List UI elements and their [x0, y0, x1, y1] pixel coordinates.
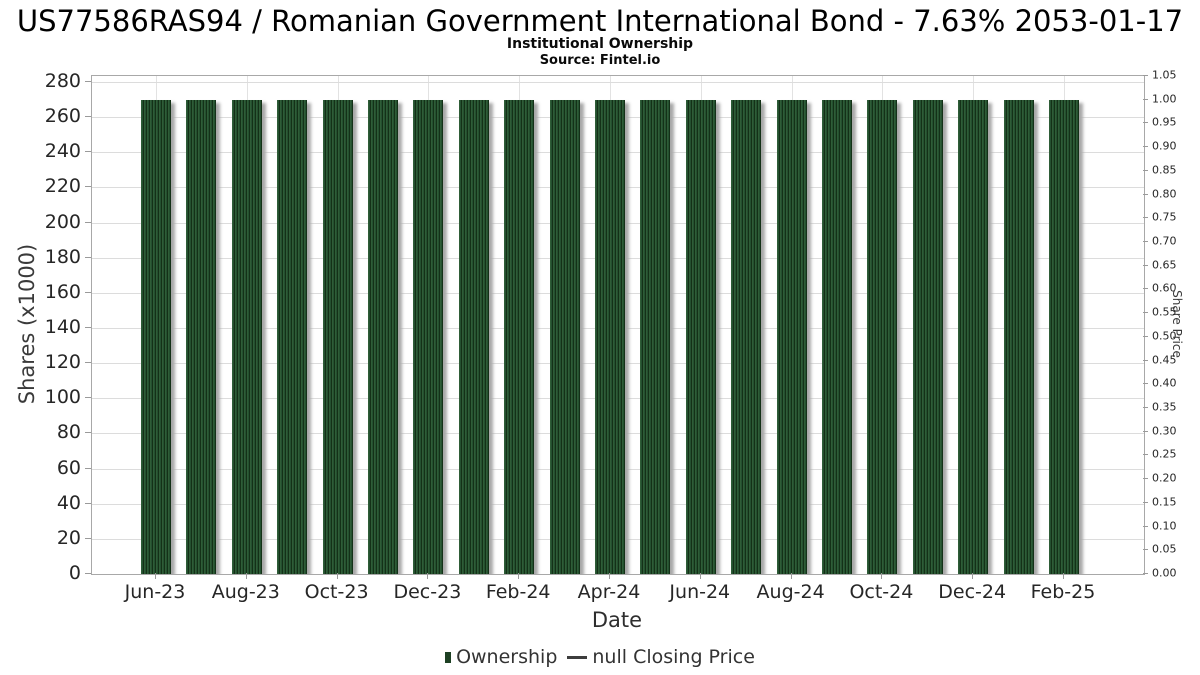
y-left-tick-label: 220 — [44, 175, 81, 198]
ownership-bar[interactable] — [731, 99, 762, 574]
y-right-tick-label: 0.65 — [1152, 258, 1177, 272]
y-right-tick-label: 0.75 — [1152, 210, 1177, 224]
y-right-tick-label: 0.85 — [1152, 163, 1177, 177]
y-left-tick-label: 280 — [44, 70, 81, 92]
legend-label: Ownership — [456, 646, 558, 668]
x-tick-label: Oct-24 — [849, 581, 914, 603]
legend-item-ownership[interactable]: Ownership — [445, 646, 557, 668]
legend: Ownership null Closing Price — [0, 646, 1200, 668]
y-left-tick-label: 140 — [44, 316, 81, 338]
ownership-bar[interactable] — [186, 99, 217, 574]
y-axis-title-left: Shares (x1000) — [15, 243, 39, 405]
x-tick-label: Oct-23 — [304, 581, 369, 603]
x-tick-label: Feb-24 — [485, 581, 551, 603]
ownership-bar[interactable] — [322, 99, 353, 574]
x-tick-label: Dec-24 — [938, 581, 1007, 603]
y-right-tick-label: 1.00 — [1152, 92, 1177, 106]
ownership-bar[interactable] — [776, 99, 807, 574]
ownership-bar[interactable] — [277, 99, 308, 574]
legend-label: null Closing Price — [592, 646, 755, 668]
y-right-tick-label: 0.40 — [1152, 376, 1177, 390]
ownership-bar[interactable] — [822, 99, 852, 574]
x-tick-label: Aug-23 — [211, 581, 280, 603]
ownership-bar[interactable] — [231, 99, 262, 574]
legend-line-marker — [567, 655, 588, 659]
y-left-tick-label: 0 — [68, 562, 81, 584]
y-left-tick-label: 240 — [44, 140, 81, 163]
legend-square-marker — [445, 651, 452, 663]
horizontal-gridline — [92, 82, 1144, 83]
x-tick-label: Feb-25 — [1030, 581, 1096, 603]
y-right-tick-label: 0.70 — [1152, 234, 1177, 248]
y-left-tick-label: 60 — [56, 456, 81, 479]
ownership-bar[interactable] — [912, 99, 943, 574]
y-right-tick-label: 0.10 — [1152, 519, 1177, 533]
ownership-bar[interactable] — [141, 99, 171, 574]
plot-area — [91, 75, 1145, 575]
chart-title: US77586RAS94 / Romanian Government Inter… — [16, 4, 1184, 38]
chart-subtitle: Institutional Ownership — [506, 36, 694, 52]
y-right-tick-label: 0.25 — [1152, 447, 1177, 461]
y-left-tick-label: 20 — [56, 526, 81, 549]
x-tick-label: Apr-24 — [577, 581, 641, 603]
x-tick-label: Aug-24 — [756, 581, 825, 603]
y-right-tick-label: 0.95 — [1152, 115, 1177, 129]
y-left-tick-label: 80 — [56, 421, 81, 444]
ownership-bar[interactable] — [549, 99, 580, 574]
y-right-tick-label: 0.90 — [1152, 139, 1177, 153]
ownership-bar[interactable] — [958, 99, 989, 574]
x-tick-label: Dec-23 — [393, 581, 462, 603]
y-right-tick-label: 0.80 — [1152, 187, 1177, 201]
y-right-tick-label: 0.15 — [1152, 495, 1177, 509]
y-left-tick-label: 40 — [56, 491, 81, 514]
ownership-bar[interactable] — [1049, 99, 1079, 574]
y-left-tick-label: 160 — [44, 280, 81, 303]
ownership-bar[interactable] — [867, 99, 898, 574]
y-left-tick-label: 200 — [44, 210, 81, 233]
ownership-bar[interactable] — [413, 99, 444, 574]
legend-item-null-closing-price[interactable]: null Closing Price — [567, 646, 755, 668]
y-right-tick-label: 0.20 — [1152, 471, 1177, 485]
y-right-tick-label: 0.35 — [1152, 400, 1177, 414]
ownership-bar[interactable] — [458, 99, 489, 574]
y-left-tick-label: 180 — [44, 245, 81, 268]
y-right-tick-label: 1.05 — [1152, 68, 1177, 82]
ownership-bar[interactable] — [504, 99, 535, 574]
y-left-tick-label: 120 — [44, 351, 81, 374]
y-right-tick-label: 0.30 — [1152, 424, 1177, 438]
x-tick-label: Jun-23 — [124, 581, 186, 603]
x-tick-label: Jun-24 — [669, 581, 731, 603]
y-left-tick-label: 260 — [44, 105, 81, 128]
ownership-bar[interactable] — [1003, 99, 1034, 574]
ownership-bar[interactable] — [368, 99, 398, 574]
chart-source: Source: Fintel.io — [539, 53, 661, 68]
y-right-tick-label: 0.05 — [1152, 542, 1177, 556]
y-left-tick-label: 100 — [44, 386, 81, 409]
y-axis-title-right: Share Price — [1170, 290, 1184, 358]
ownership-bar[interactable] — [595, 99, 625, 574]
ownership-bar[interactable] — [685, 99, 716, 574]
ownership-bar[interactable] — [640, 99, 671, 574]
x-axis-title: Date — [591, 608, 643, 632]
y-right-tick-label: 0.00 — [1152, 566, 1177, 580]
